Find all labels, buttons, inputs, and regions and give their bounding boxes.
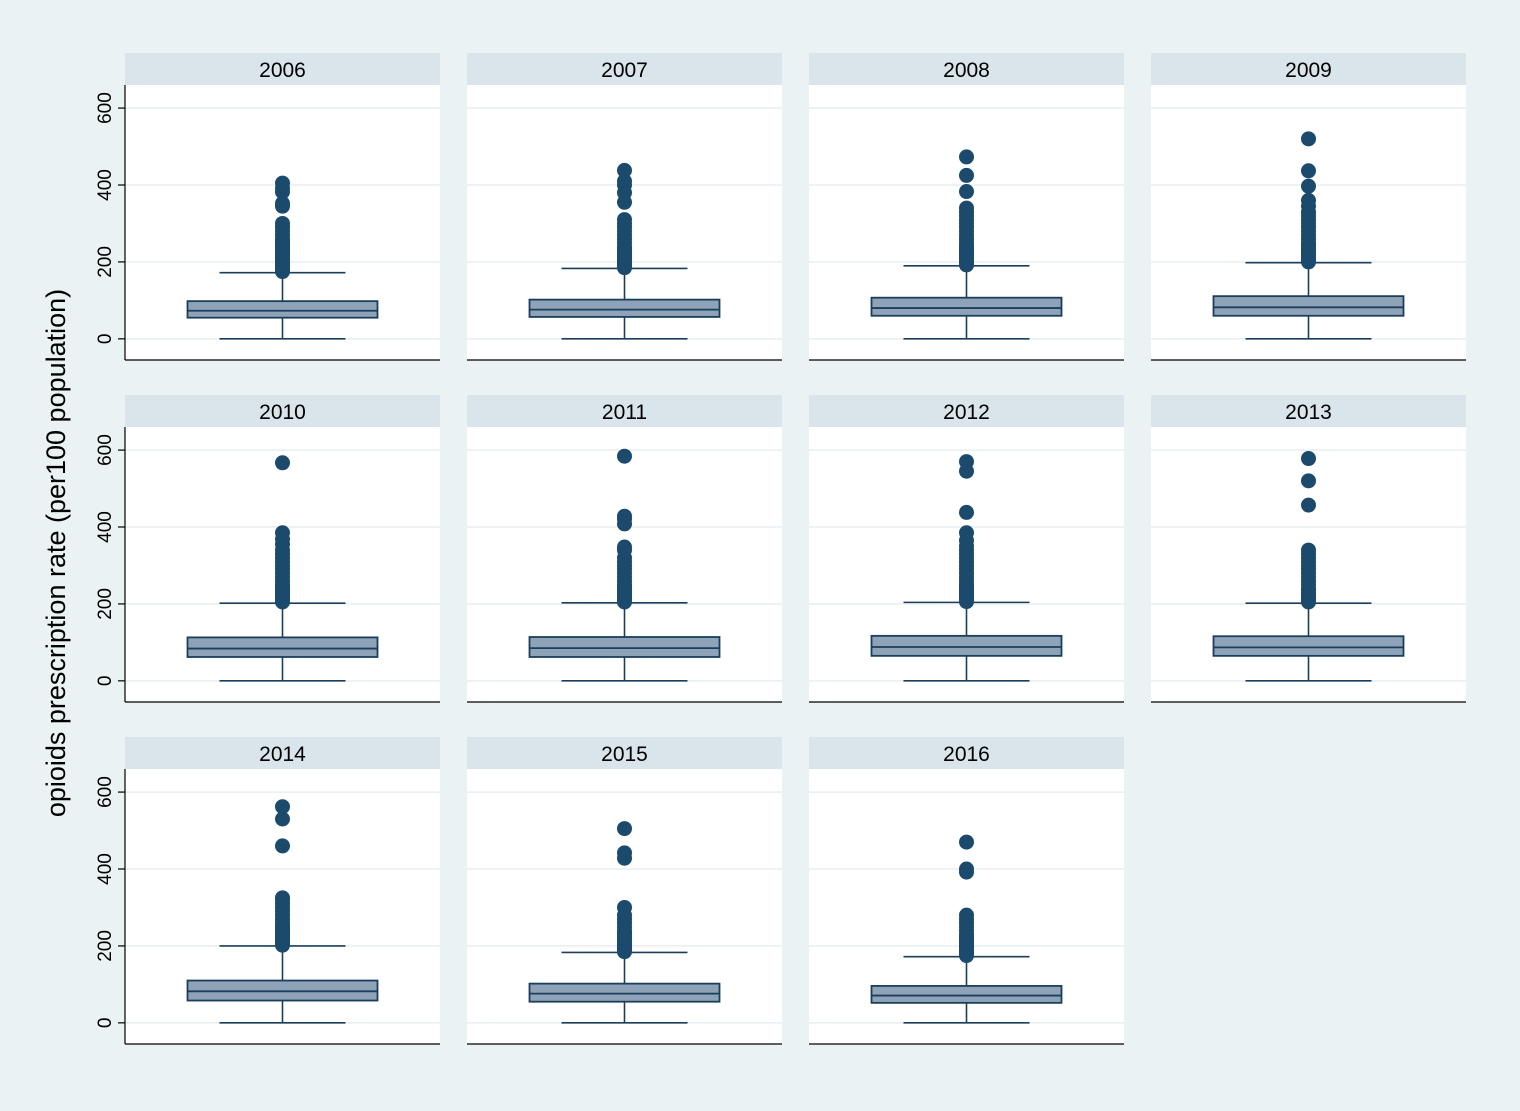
outlier-point [275, 811, 290, 827]
outlier-point [617, 899, 632, 915]
outlier-point [617, 173, 632, 189]
outlier-point [959, 454, 974, 470]
outlier-point [1301, 131, 1316, 147]
panel-2012: 2012 [809, 395, 1124, 703]
y-tick-label: 600 [95, 776, 116, 808]
y-tick-label: 400 [95, 511, 116, 543]
panel-2010: 2010 0 200 400 600 [95, 395, 440, 703]
panel-title: 2012 [943, 401, 990, 424]
panel-2007: 2007 [467, 53, 782, 361]
y-tick-label: 200 [95, 246, 116, 278]
iqr-box [528, 298, 721, 318]
y-tick-label: 0 [95, 1018, 116, 1029]
panel-title: 2011 [602, 401, 647, 424]
outlier-point [959, 834, 974, 850]
panel-title: 2016 [943, 743, 990, 766]
iqr-box [528, 982, 721, 1003]
panel-title: 2013 [1285, 401, 1332, 424]
outlier-point [617, 821, 632, 837]
panel-strip [125, 395, 440, 427]
outlier-point [1301, 163, 1316, 179]
outlier-point [617, 162, 632, 178]
panel-title: 2007 [601, 59, 648, 82]
iqr-box [1212, 295, 1405, 317]
y-tick-label: 400 [95, 169, 116, 201]
y-tick-label: 400 [95, 853, 116, 885]
panel-title: 2015 [601, 743, 648, 766]
outlier-point [1301, 192, 1316, 208]
y-tick-label: 200 [95, 588, 116, 620]
iqr-box [186, 300, 379, 319]
outlier-point [275, 799, 290, 815]
outlier-point [1301, 178, 1316, 194]
outlier-point [275, 215, 290, 231]
panel-2011: 2011 [467, 395, 782, 703]
panel-title: 2010 [259, 401, 306, 424]
outlier-point [959, 200, 974, 216]
panel-2009: 2009 [1151, 53, 1466, 361]
panel-title: 2009 [1285, 59, 1332, 82]
iqr-box [870, 634, 1063, 657]
iqr-box [870, 296, 1063, 317]
outlier-point [959, 167, 974, 183]
outlier-point [959, 184, 974, 200]
outlier-point [617, 845, 632, 861]
panel-strip [467, 53, 782, 85]
panel-2016: 2016 [809, 737, 1124, 1045]
panel-strip [125, 737, 440, 769]
panel-strip [467, 395, 782, 427]
outlier-point [275, 838, 290, 854]
outlier-point [275, 195, 290, 211]
panel-strip [467, 737, 782, 769]
outlier-point [959, 525, 974, 541]
y-tick-label: 0 [95, 334, 116, 345]
y-tick-label: 600 [95, 92, 116, 124]
panel-2013: 2013 [1151, 395, 1466, 703]
y-tick-label: 0 [95, 676, 116, 687]
y-tick-label: 200 [95, 930, 116, 962]
outlier-point [617, 539, 632, 555]
panel-strip [809, 737, 1124, 769]
panel-2008: 2008 [809, 53, 1124, 361]
panel-title: 2014 [259, 743, 306, 766]
panel-title: 2006 [259, 59, 306, 82]
outlier-point [617, 508, 632, 524]
outlier-point [275, 890, 290, 906]
outlier-point [959, 504, 974, 520]
outlier-point [275, 455, 290, 471]
panel-2006: 2006 0 200 400 600 [95, 53, 440, 361]
outlier-point [275, 525, 290, 541]
outlier-point [1301, 451, 1316, 467]
outlier-point [1301, 542, 1316, 558]
outlier-point [275, 175, 290, 191]
iqr-box [870, 985, 1063, 1004]
panel-2014: 2014 0 200 400 600 [95, 737, 440, 1045]
panel-strip [809, 53, 1124, 85]
panel-strip [1151, 395, 1466, 427]
y-axis-label: opioids prescription rate (per100 popula… [41, 289, 71, 817]
outlier-point [617, 448, 632, 464]
outlier-point [959, 861, 974, 877]
panel-title: 2008 [943, 59, 990, 82]
outlier-point [1301, 497, 1316, 513]
panel-strip [809, 395, 1124, 427]
panel-2015: 2015 [467, 737, 782, 1045]
panel-strip [125, 53, 440, 85]
iqr-box [1212, 635, 1405, 657]
panels-group: 2006 0 200 400 600 2007 2008 2009 2010 0 200 400 600… [95, 53, 1466, 1045]
outlier-point [959, 907, 974, 923]
iqr-box [528, 636, 721, 658]
outlier-point [617, 212, 632, 228]
outlier-point [1301, 473, 1316, 489]
outlier-point [959, 149, 974, 165]
y-tick-label: 600 [95, 434, 116, 466]
iqr-box [186, 636, 379, 658]
panel-strip [1151, 53, 1466, 85]
